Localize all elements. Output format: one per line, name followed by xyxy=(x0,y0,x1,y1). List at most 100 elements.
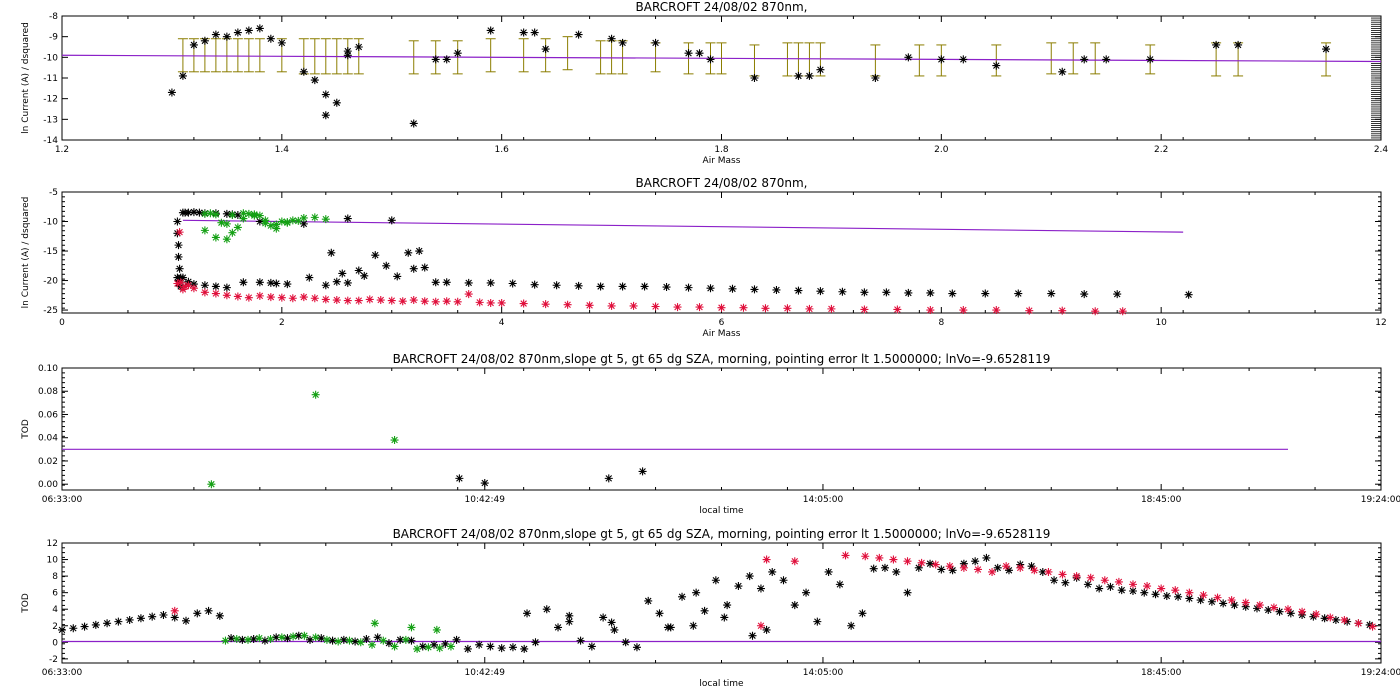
data-point xyxy=(1106,582,1115,591)
data-point xyxy=(651,38,660,47)
data-point xyxy=(1058,306,1067,315)
data-point xyxy=(1113,290,1122,299)
data-point xyxy=(761,304,770,313)
data-point xyxy=(250,211,259,220)
data-point xyxy=(260,636,269,645)
chart-panel-2: BARCROFT 24/08/02 870nm, 0 2 4 6 8 10 12 -25 -20 -… xyxy=(21,176,1387,339)
data-point xyxy=(523,609,532,618)
data-point xyxy=(442,278,451,287)
x-axis-label: local time xyxy=(699,679,744,689)
data-point xyxy=(418,642,427,651)
data-point xyxy=(1241,602,1250,611)
data-point xyxy=(813,617,822,626)
data-point xyxy=(299,293,308,302)
y-axis-label: ln Current (A) / dsquared xyxy=(21,22,31,134)
data-point xyxy=(244,209,253,218)
y-axis-label: ln Current (A) / dsquared xyxy=(21,197,31,309)
data-point xyxy=(310,213,319,222)
data-point xyxy=(587,642,596,651)
data-point xyxy=(233,292,242,301)
data-point xyxy=(1072,572,1081,581)
data-point xyxy=(1118,307,1127,316)
data-point xyxy=(638,467,647,476)
data-point xyxy=(728,284,737,293)
data-point xyxy=(596,282,605,291)
data-point xyxy=(1320,614,1329,623)
data-point xyxy=(321,111,330,120)
data-point xyxy=(1128,587,1137,595)
data-point xyxy=(222,283,231,292)
plot-area xyxy=(61,24,1382,128)
data-point xyxy=(673,303,682,312)
data-point xyxy=(332,277,341,286)
data-point xyxy=(959,563,968,572)
data-point xyxy=(446,642,455,651)
data-point xyxy=(455,474,464,483)
data-point xyxy=(311,390,320,399)
data-series-1 xyxy=(207,390,399,489)
data-point xyxy=(1095,584,1104,593)
data-point xyxy=(387,296,396,305)
y-tick-label: -13 xyxy=(43,115,58,125)
data-point xyxy=(384,639,393,648)
y-tick-label: -10 xyxy=(43,218,58,228)
chart-panels: BARCROFT 24/08/02 870nm, 1.2 1.4 1.6 1.8 2.0 2… xyxy=(21,0,1400,689)
y-tick-label: 2 xyxy=(52,622,58,632)
y-tick-label: 0.02 xyxy=(38,457,58,467)
data-point xyxy=(948,289,957,298)
data-point xyxy=(343,278,352,287)
data-point xyxy=(228,228,237,237)
data-point xyxy=(211,282,220,291)
data-point xyxy=(959,306,968,315)
data-point xyxy=(475,640,484,649)
data-point xyxy=(1030,566,1039,575)
data-point xyxy=(387,216,396,225)
data-point xyxy=(255,634,264,643)
data-point xyxy=(720,613,729,622)
data-point xyxy=(343,47,352,56)
data-point xyxy=(937,55,946,64)
data-point xyxy=(272,224,281,233)
data-point xyxy=(1365,620,1374,629)
data-point xyxy=(373,633,382,642)
data-point xyxy=(244,635,253,644)
data-point xyxy=(332,98,341,107)
data-point xyxy=(695,49,704,58)
data-point xyxy=(931,560,940,569)
data-point xyxy=(519,28,528,37)
data-point xyxy=(233,211,242,220)
data-point xyxy=(1128,580,1137,589)
data-point xyxy=(750,74,759,82)
y-tick-label: -11 xyxy=(43,74,58,84)
data-point xyxy=(1002,562,1011,571)
data-point xyxy=(610,625,619,634)
data-point xyxy=(239,209,248,218)
data-point xyxy=(207,480,216,489)
data-point xyxy=(317,634,326,643)
data-point xyxy=(58,625,66,634)
data-point xyxy=(520,644,529,653)
data-point xyxy=(338,269,347,278)
y-tick-label: 4 xyxy=(52,605,58,615)
data-point xyxy=(621,638,630,647)
data-point xyxy=(574,30,583,39)
data-point xyxy=(632,643,641,652)
data-point xyxy=(959,559,968,568)
data-point xyxy=(321,90,330,99)
data-point xyxy=(464,278,473,287)
data-point xyxy=(200,281,209,290)
data-point xyxy=(860,305,869,314)
data-point xyxy=(1004,566,1013,575)
data-point xyxy=(692,588,701,597)
data-point xyxy=(321,281,330,290)
data-point xyxy=(431,55,440,64)
data-point xyxy=(232,635,241,643)
data-point xyxy=(678,592,687,601)
data-point xyxy=(306,635,315,644)
chart-title: BARCROFT 24/08/02 870nm,slope gt 5, gt 6… xyxy=(393,352,1051,366)
data-series-1 xyxy=(58,553,1374,653)
chart-title: BARCROFT 24/08/02 870nm, xyxy=(636,176,808,190)
data-point xyxy=(805,304,814,313)
data-point xyxy=(629,301,638,310)
data-point xyxy=(585,301,594,310)
